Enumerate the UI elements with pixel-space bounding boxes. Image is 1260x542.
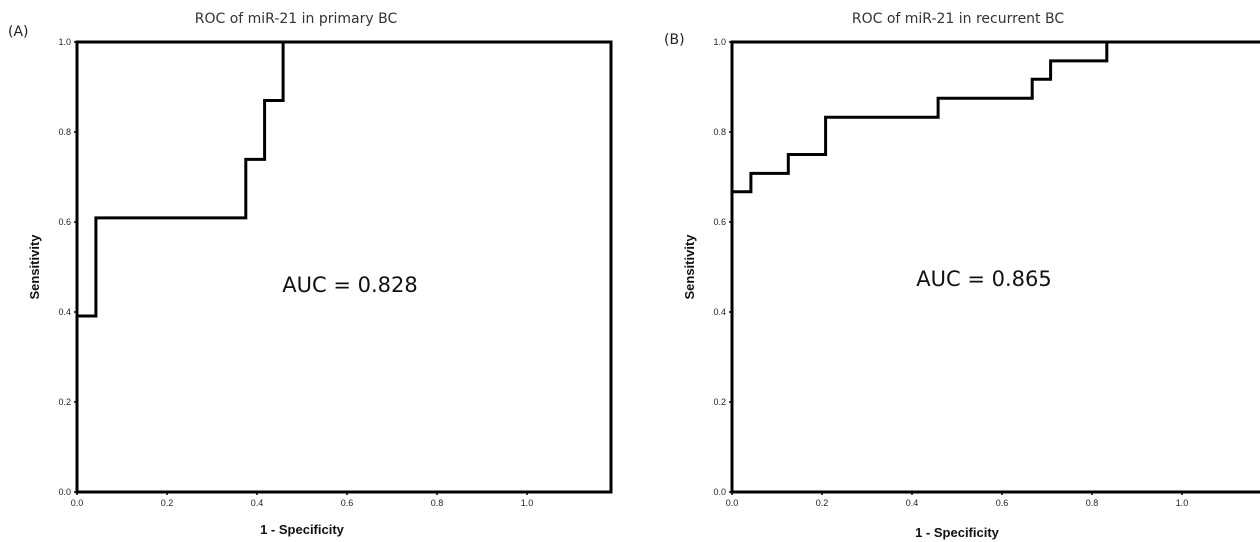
roc-curve-b	[732, 42, 1109, 194]
x-tick-label: 0.8	[431, 498, 444, 508]
x-tick-label: 1.0	[1176, 498, 1189, 508]
x-tick-label: 1.0	[521, 498, 534, 508]
y-tick-label: 0.2	[58, 397, 71, 407]
chart-title-a: ROC of miR-21 in primary BC	[195, 11, 398, 27]
plot-frame-a	[75, 40, 613, 494]
y-tick-label: 0.4	[713, 307, 726, 317]
y-tick-label: 0.0	[713, 487, 726, 497]
x-tick-label: 0.0	[726, 498, 739, 508]
panel-label-a: (A)	[8, 24, 29, 40]
y-tick-label: 0.8	[713, 127, 726, 137]
y-tick-label: 0.6	[713, 217, 726, 227]
x-tick-label: 0.6	[996, 498, 1009, 508]
y-ticks-b: 0.0 0.2 0.4 0.6 0.8 1.0	[713, 37, 732, 497]
chart-title-b: ROC of miR-21 in recurrent BC	[852, 11, 1065, 27]
x-axis-label-a: 1 - Specificity	[260, 522, 345, 537]
y-tick-label: 0.0	[58, 487, 71, 497]
auc-annotation-b: AUC = 0.865	[916, 267, 1051, 291]
chart-panel-b: (B) ROC of miR-21 in recurrent BC 0.0 0.2…	[664, 11, 1260, 540]
x-tick-label: 0.2	[816, 498, 829, 508]
y-tick-label: 0.8	[58, 127, 71, 137]
roc-curve-a	[77, 42, 285, 318]
x-ticks-a: 0.0 0.2 0.4 0.6 0.8 1.0	[71, 492, 534, 508]
y-axis-label-b: Sensitivity	[682, 234, 697, 300]
y-tick-label: 0.2	[713, 397, 726, 407]
x-tick-label: 0.4	[906, 498, 919, 508]
x-axis-label-b: 1 - Specificity	[915, 525, 1000, 540]
y-tick-label: 1.0	[58, 37, 71, 47]
y-tick-label: 0.6	[58, 217, 71, 227]
x-tick-label: 0.4	[251, 498, 264, 508]
y-ticks-a: 0.0 0.2 0.4 0.6 0.8 1.0	[58, 37, 77, 497]
auc-annotation-a: AUC = 0.828	[282, 273, 417, 297]
x-tick-label: 0.8	[1086, 498, 1099, 508]
x-tick-label: 0.0	[71, 498, 84, 508]
y-tick-label: 1.0	[713, 37, 726, 47]
x-tick-label: 0.2	[161, 498, 174, 508]
panel-label-b: (B)	[664, 32, 685, 48]
plot-frame-b	[730, 40, 1260, 494]
x-ticks-b: 0.0 0.2 0.4 0.6 0.8 1.0	[726, 492, 1189, 508]
x-tick-label: 0.6	[341, 498, 354, 508]
chart-panel-a: (A) ROC of miR-21 in primary BC 0.00.20.…	[8, 11, 613, 537]
y-axis-label-a: Sensitivity	[27, 234, 42, 300]
y-tick-label: 0.4	[58, 307, 71, 317]
